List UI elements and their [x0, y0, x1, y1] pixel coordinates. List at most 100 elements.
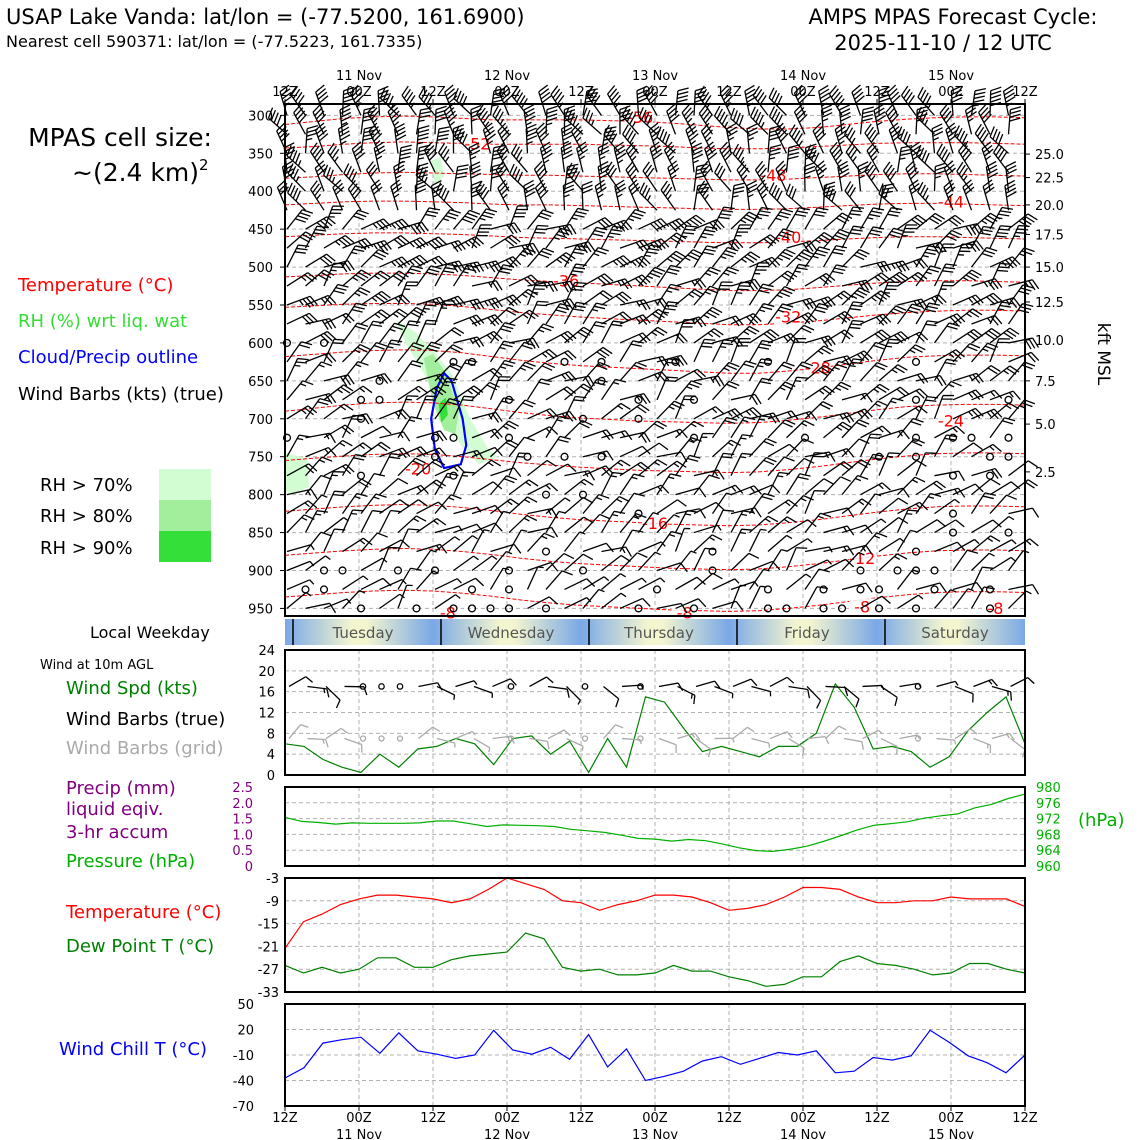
upper-wind-barb-half [521, 529, 528, 532]
upper-wind-barb [435, 192, 454, 211]
upper-wind-barb [878, 305, 897, 325]
upper-wind-barb-flag [316, 510, 329, 513]
upper-wind-barb [857, 166, 862, 192]
upper-wind-barb [675, 214, 697, 230]
upper-wind-barb-flag [868, 167, 877, 178]
upper-wind-barb [656, 284, 672, 306]
upper-wind-barb-flag [524, 183, 535, 191]
upper-wind-barb-flag [538, 215, 549, 221]
upper-wind-barb-flag [417, 170, 429, 175]
upper-wind-barb-flag [928, 302, 941, 306]
upper-wind-barb-flag [329, 602, 337, 614]
upper-wind-barb-flag [563, 552, 575, 560]
upper-wind-barb-flag [782, 303, 794, 308]
upper-wind-barb [952, 343, 971, 363]
weekday-label: Tuesday [331, 624, 393, 642]
upper-wind-barb-flag [558, 415, 570, 420]
upper-wind-barb-flag [859, 248, 870, 255]
upper-wind-barb-flag [704, 338, 716, 341]
upper-wind-barb-flag [415, 457, 426, 464]
upper-wind-barb [508, 247, 526, 268]
upper-wind-barb-flag [947, 129, 958, 138]
upper-wind-barb-flag [432, 461, 443, 469]
upper-wind-barb [286, 341, 302, 363]
upper-wind-barb-flag [562, 134, 574, 141]
upper-wind-barb [786, 573, 807, 590]
upper-wind-barb-flag [876, 532, 888, 538]
upper-wind-barb-half [822, 118, 829, 122]
upper-wind-barb-flag [934, 212, 945, 220]
upper-wind-barb-flag [614, 179, 625, 187]
upper-wind-barb-flag [668, 358, 680, 361]
upper-wind-barb [323, 528, 335, 552]
upper-wind-barb-flag [695, 86, 707, 92]
upper-wind-barb-half [387, 346, 394, 349]
upper-wind-barb-flag [540, 91, 551, 100]
wind10-barb-true [751, 685, 771, 693]
upper-wind-barb [656, 400, 675, 420]
upper-wind-barb-half [647, 195, 652, 202]
upper-wind-barb-flag [534, 160, 543, 170]
upper-wind-barb-half [775, 217, 782, 221]
upper-wind-barb-half [1008, 515, 1015, 521]
upper-wind-barb-half [727, 411, 733, 417]
upper-wind-barb [989, 494, 1007, 515]
upper-wind-barb-flag [351, 88, 361, 97]
upper-wind-barb-flag [967, 110, 977, 119]
upper-wind-barb-flag [509, 163, 515, 175]
upper-wind-barb-flag [556, 233, 568, 239]
upper-wind-barb-flag [780, 306, 792, 311]
upper-wind-barb-flag [353, 189, 362, 200]
upper-wind-barb-flag [600, 275, 611, 284]
upper-wind-barb-flag [936, 519, 947, 528]
upper-wind-barb [823, 476, 842, 496]
upper-wind-barb-flag [863, 350, 873, 360]
upper-wind-barb-flag [717, 375, 725, 386]
upper-wind-barb [397, 515, 417, 534]
upper-wind-barb [859, 109, 864, 135]
upper-wind-barb-flag [870, 148, 879, 158]
upper-wind-barb [693, 339, 705, 363]
upper-wind-barb [443, 111, 455, 135]
upper-wind-barb-flag [821, 108, 833, 115]
upper-wind-barb-flag [627, 164, 636, 174]
upper-wind-barb-flag [959, 130, 966, 142]
upper-wind-barb-flag [394, 221, 404, 231]
upper-wind-barb-flag [856, 289, 868, 296]
upper-wind-barb-flag [783, 228, 795, 233]
wind10-barb-true-flag [693, 695, 696, 705]
upper-wind-barb-half [739, 531, 746, 534]
upper-wind-barb-flag [558, 226, 566, 237]
upper-wind-barb-flag [646, 167, 655, 178]
pressure-ytick-label: 960 [1036, 860, 1061, 875]
upper-wind-barb [379, 308, 400, 325]
upper-wind-barb [453, 336, 478, 344]
upper-wind-barb-flag [513, 89, 521, 100]
upper-wind-barb-flag [820, 347, 831, 355]
upper-wind-barb-flag [744, 416, 756, 421]
upper-wind-barb-half [836, 159, 842, 165]
upper-wind-barb-flag [803, 438, 815, 444]
upper-wind-barb-flag [810, 149, 817, 161]
upper-wind-barb [305, 317, 330, 325]
wind10-barb-grid-half [953, 739, 957, 745]
upper-wind-barb-flag [702, 342, 714, 345]
upper-wind-barb-flag [660, 238, 670, 248]
upper-wind-barb-flag [426, 347, 438, 353]
upper-wind-barb [397, 306, 417, 325]
upper-wind-barb-half [612, 513, 619, 517]
upper-wind-barb-flag [351, 171, 358, 182]
tdp-ytick-label: -21 [258, 940, 279, 955]
upper-wind-barb-half [295, 176, 300, 183]
upper-wind-barb-flag [888, 452, 900, 455]
upper-wind-barb-flag [518, 452, 531, 455]
upper-wind-barb-calm [560, 357, 569, 366]
wind10-barb-true [288, 676, 307, 688]
upper-wind-barb-flag [845, 142, 854, 153]
upper-wind-barb-half [686, 386, 693, 390]
upper-wind-barb-flag [982, 495, 994, 500]
upper-wind-barb-flag [636, 89, 648, 96]
upper-wind-barb [471, 555, 493, 572]
upper-wind-barb [878, 517, 899, 534]
